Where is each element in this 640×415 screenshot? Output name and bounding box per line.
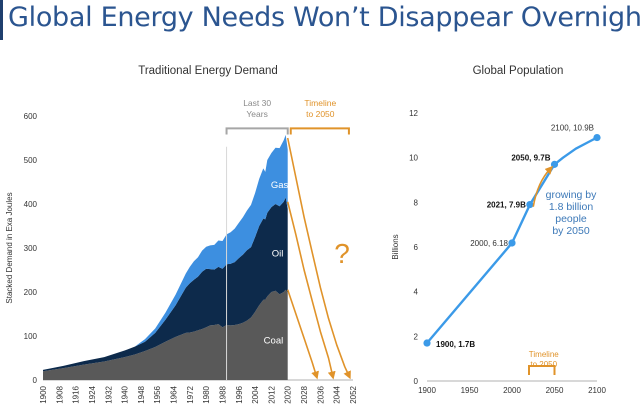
growth-arrow (532, 165, 554, 207)
population-point-2100 (593, 133, 601, 142)
timeline-bracket (289, 127, 350, 135)
population-point-label-1900: 1900, 1.7B (436, 340, 475, 349)
population-point-2021 (526, 200, 534, 209)
x-tick-label: 1932 (104, 385, 113, 403)
population-point-2000 (508, 239, 516, 247)
pop-y-axis-label: Billions (391, 234, 400, 259)
population-point-label-2050: 2050, 9.7B (511, 153, 550, 162)
x-tick-label: 1940 (121, 385, 130, 403)
x-tick-label: 1996 (235, 385, 244, 403)
x-tick-label: 2052 (349, 385, 358, 403)
area-gas (43, 134, 288, 370)
y-tick-label: 300 (24, 244, 38, 253)
pop-x-tick-label: 2000 (503, 386, 521, 395)
pop-x-tick-label: 2100 (588, 386, 606, 395)
y-tick-label: 600 (24, 112, 38, 121)
population-point-2050 (550, 160, 559, 168)
x-tick-label: 1980 (202, 385, 211, 403)
x-tick-label: 1908 (55, 385, 64, 403)
pop-timeline-label: Timeline to 2050 (529, 350, 559, 369)
x-tick-label: 1900 (39, 385, 48, 403)
x-tick-label: 1956 (153, 385, 162, 403)
y-tick-label: 400 (24, 200, 38, 209)
pop-x-tick-label: 1950 (461, 386, 479, 395)
x-tick-label: 1948 (137, 385, 146, 403)
timeline-label: Timeline to 2050 (304, 98, 336, 119)
pop-y-tick-label: 2 (414, 332, 419, 341)
growth-annotation: growing by 1.8 billion people by 2050 (546, 189, 598, 237)
population-line (426, 136, 598, 344)
pop-x-tick-label: 1900 (418, 386, 436, 395)
x-tick-label: 2004 (251, 385, 260, 403)
forecast-line-coal (286, 289, 319, 380)
energy-chart-title: Traditional Energy Demand (138, 65, 278, 77)
x-tick-label: 2028 (300, 385, 309, 403)
pop-timeline-bracket (528, 365, 556, 375)
y-tick-label: 200 (24, 288, 38, 297)
page-title: Global Energy Needs Won’t Disappear Over… (8, 2, 640, 33)
pop-y-tick-label: 12 (409, 109, 418, 118)
area-label-oil: Oil (272, 248, 284, 259)
last30-label: Last 30 Years (243, 98, 271, 119)
title-accent-bar (0, 0, 3, 40)
area-label-coal: Coal (264, 335, 284, 346)
population-point-1900 (423, 339, 431, 347)
pop-y-tick-label: 8 (414, 198, 419, 207)
population-point-label-2100: 2100, 10.9B (551, 124, 594, 133)
y-axis-label: Stacked Demand in Exa Joules (5, 192, 14, 303)
y-tick-label: 500 (24, 156, 38, 165)
population-chart-title: Global Population (473, 65, 564, 77)
x-tick-label: 1964 (170, 385, 179, 403)
y-tick-label: 100 (24, 332, 38, 341)
area-label-gas: Gas (271, 180, 289, 191)
last30-bracket (225, 127, 289, 135)
pop-y-tick-label: 0 (414, 377, 419, 386)
population-point-label-2000: 2000, 6.18 (470, 239, 508, 248)
pop-y-tick-label: 6 (414, 243, 419, 252)
forecast-line-gas (286, 137, 351, 380)
x-tick-label: 2044 (333, 385, 342, 403)
question-mark-annotation: ? (334, 238, 350, 269)
x-tick-label: 2036 (316, 385, 325, 403)
pop-y-tick-label: 10 (409, 154, 418, 163)
x-tick-label: 1916 (72, 385, 81, 403)
forecast-line-oil (286, 201, 336, 380)
y-tick-label: 0 (33, 376, 38, 385)
pop-y-tick-label: 4 (414, 288, 419, 297)
x-tick-label: 1924 (88, 385, 97, 403)
pop-x-tick-label: 2050 (546, 386, 564, 395)
x-tick-label: 1972 (186, 385, 195, 403)
x-tick-label: 2012 (267, 385, 276, 403)
x-tick-label: 1988 (218, 385, 227, 403)
x-tick-label: 2020 (284, 385, 293, 403)
population-point-label-2021: 2021, 7.9B (487, 201, 526, 210)
area-oil (43, 197, 288, 372)
